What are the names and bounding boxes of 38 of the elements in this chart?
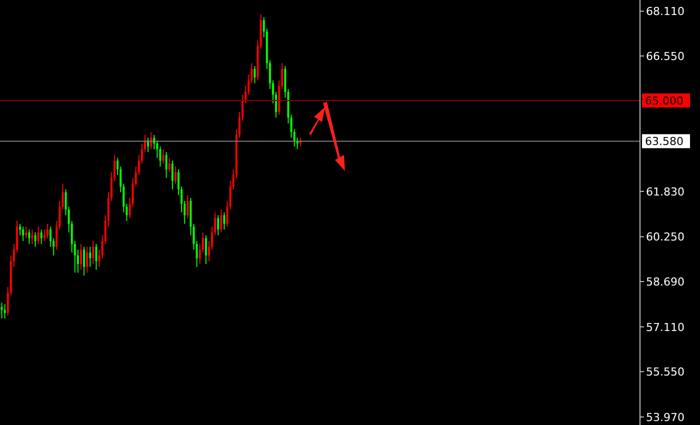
candlestick	[37, 226, 40, 244]
candlestick	[168, 157, 170, 173]
candlestick	[95, 243, 98, 270]
candlestick	[46, 223, 48, 239]
candlestick	[83, 246, 86, 276]
candlestick	[217, 214, 220, 236]
y-tick-label: 68.110	[646, 5, 684, 18]
candlestick	[28, 229, 30, 244]
candlestick	[80, 243, 82, 270]
candlestick	[40, 229, 42, 244]
y-tick-label: 61.830	[646, 185, 684, 198]
candlestick	[4, 304, 6, 320]
y-tick-label: 60.250	[646, 230, 684, 244]
candlestick	[25, 226, 28, 239]
candlestick	[174, 166, 176, 184]
candlestick	[150, 132, 152, 150]
y-tick-label: 66.550	[646, 50, 684, 63]
y-tick-label: 57.110	[646, 320, 684, 334]
candlestick	[0, 302, 3, 320]
ref-line-label: 65.000	[645, 94, 684, 108]
candlestick	[22, 226, 24, 242]
candlestick	[86, 246, 88, 274]
ref-line-label: 63.580	[645, 135, 684, 148]
candlestick	[186, 194, 189, 219]
candlestick	[159, 146, 162, 167]
candlestick	[223, 212, 226, 230]
candlestick	[220, 208, 222, 233]
candlestick	[171, 160, 174, 190]
candlestick	[165, 152, 168, 178]
candlestick	[92, 240, 94, 265]
candlestick	[34, 232, 36, 248]
candlestick	[254, 66, 256, 84]
candlestick	[204, 234, 207, 265]
y-tick-label: 55.550	[646, 366, 684, 379]
candlestick	[89, 246, 92, 268]
y-tick-label: 53.970	[646, 410, 684, 424]
y-tick-label: 58.690	[646, 275, 684, 288]
candlestick	[162, 148, 164, 164]
